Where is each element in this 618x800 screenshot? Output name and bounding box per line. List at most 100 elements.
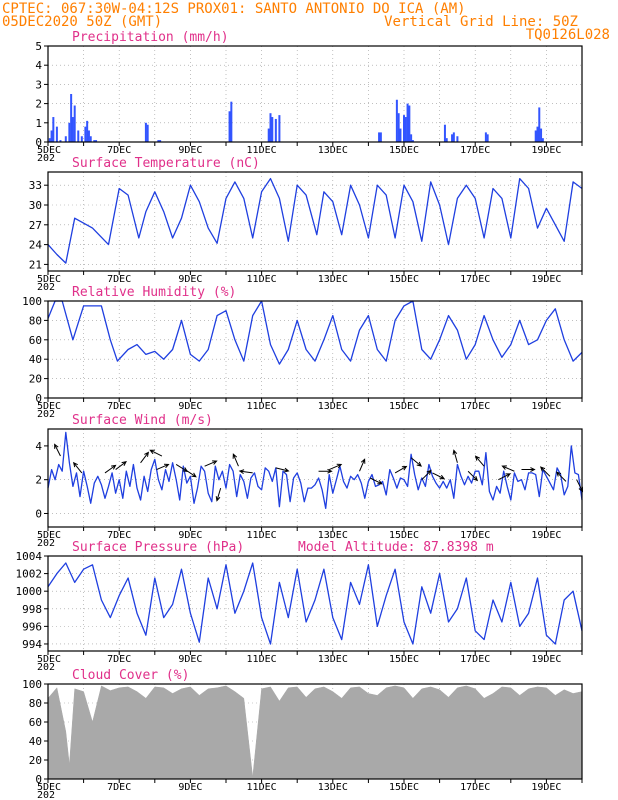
header-vertical-grid-line: Vertical Grid Line: 50Z [384, 14, 578, 30]
wind-direction-arrow [238, 469, 253, 475]
precipitation-bar [59, 140, 62, 142]
temperature-plot-area [48, 172, 582, 271]
temperature-x-label: 19DEC [531, 274, 561, 285]
precipitation-y-tick-label: 2 [35, 98, 42, 111]
precipitation-bar [146, 124, 149, 142]
precipitation-bar [86, 120, 89, 142]
precipitation-bar [456, 136, 459, 142]
cloud-cover-y-tick-label: 0 [35, 773, 42, 786]
precipitation-bar [451, 134, 454, 142]
precipitation-x-label: 19DEC [531, 145, 561, 156]
precipitation-bar [48, 138, 51, 142]
wind-frame [47, 428, 583, 528]
precipitation-bar [445, 138, 448, 142]
cloud-cover-title: Cloud Cover (%) [72, 668, 189, 683]
wind-plot-area [48, 429, 582, 527]
precipitation-x-label: 15DEC [389, 145, 419, 156]
precipitation-y-tick-label: 0 [35, 136, 42, 149]
wind-x-label: 7DEC [107, 530, 131, 541]
precipitation-bar [452, 132, 455, 142]
wind-x-label: 19DEC [531, 530, 561, 541]
temperature-title: Surface Temperature (nC) [72, 156, 260, 171]
pressure-x-label: 13DEC [318, 654, 348, 665]
precipitation-bar [95, 140, 98, 142]
pressure-annotation: Model Altitude: 87.8398 m [298, 540, 494, 555]
precipitation-x-label: 11DEC [247, 145, 277, 156]
wind-title: Surface Wind (m/s) [72, 413, 213, 428]
pressure-y-tick-label: 998 [22, 603, 42, 616]
wind-direction-arrow [329, 463, 343, 471]
precipitation-x-label: 13DEC [318, 145, 348, 156]
precipitation-bar [484, 132, 487, 142]
wind-direction-arrow [452, 449, 458, 463]
cloud-cover-x-label: 15DEC [389, 782, 419, 793]
cloud-cover-y-tick-label: 80 [29, 697, 42, 710]
precipitation-bar [70, 94, 73, 142]
precipitation-bar [52, 117, 55, 142]
wind-x-label: 13DEC [318, 530, 348, 541]
wind-x-label: 9DEC [178, 530, 202, 541]
precipitation-bar [399, 128, 402, 142]
wind-direction-arrow [156, 463, 170, 471]
cloud-cover-x-label-first: 5DEC [37, 782, 61, 793]
cloud-cover-area [47, 685, 583, 780]
precipitation-frame [47, 45, 583, 143]
temperature-x-label: 7DEC [107, 274, 131, 285]
precipitation-bar [443, 124, 446, 142]
humidity-x-label: 19DEC [531, 401, 561, 412]
humidity-y-tick-label: 20 [29, 373, 42, 386]
precipitation-bar [486, 134, 489, 142]
cloud-cover-x-label: 19DEC [531, 782, 561, 793]
temperature-x-label-year: 202 [37, 282, 55, 293]
humidity-y-tick-label: 80 [29, 314, 42, 327]
wind-direction-arrow [204, 460, 218, 467]
humidity-x-label: 17DEC [460, 401, 490, 412]
wind-y-tick-label: 2 [35, 474, 42, 487]
cloud-cover-y-tick-label: 60 [29, 716, 42, 729]
temperature-series-line [47, 177, 583, 264]
precipitation-x-label: 17DEC [460, 145, 490, 156]
precipitation-bar [50, 130, 53, 142]
precipitation-bar [403, 115, 405, 142]
humidity-y-tick-label: 60 [29, 334, 42, 347]
temperature-y-tick-label: 24 [29, 239, 43, 252]
precipitation-bar [89, 136, 92, 142]
precipitation-bar [80, 136, 83, 142]
precipitation-y-tick-label: 3 [35, 78, 42, 91]
wind-direction-arrow [184, 469, 197, 478]
pressure-x-label: 9DEC [178, 654, 202, 665]
wind-direction-arrow [359, 458, 366, 472]
precipitation-bar [159, 140, 162, 142]
precipitation-bar [540, 128, 543, 142]
wind-direction-arrow [149, 449, 163, 457]
pressure-x-label-year: 202 [37, 662, 55, 673]
cloud-cover-y-tick-label: 40 [29, 735, 42, 748]
pressure-x-label: 15DEC [389, 654, 419, 665]
wind-direction-arrow [498, 473, 511, 481]
wind-direction-arrow [432, 472, 446, 480]
wind-y-tick-label: 0 [35, 507, 42, 520]
wind-panel: 0 2 4 5DEC202 7DEC 9DEC 11DEC 13DEC 15DEC 17DEC 19… [35, 413, 583, 549]
wind-x-label: 15DEC [389, 530, 419, 541]
wind-direction-arrow [318, 468, 333, 474]
cloud-cover-x-label: 7DEC [107, 782, 131, 793]
pressure-x-label: 19DEC [531, 654, 561, 665]
precipitation-bar [157, 140, 160, 142]
temperature-x-label: 11DEC [247, 274, 277, 285]
precipitation-bar [228, 111, 231, 142]
pressure-y-tick-label: 1004 [16, 550, 43, 563]
precipitation-bar [84, 126, 87, 142]
cloud-cover-panel: 0 20 40 60 80 100 5DEC202 7DEC 9DEC 11DEC 13DEC 15D… [22, 668, 583, 800]
wind-series-line [47, 431, 583, 510]
wind-direction-arrow [140, 451, 150, 464]
wind-direction-arrow [104, 464, 117, 474]
humidity-x-label: 9DEC [178, 401, 202, 412]
pressure-frame [47, 555, 583, 652]
pressure-y-tick-label: 1000 [16, 585, 43, 598]
precipitation-x-label-first: 5DEC [37, 145, 61, 156]
precipitation-bar [411, 140, 414, 142]
wind-direction-arrow [115, 461, 127, 470]
cloud-cover-frame [47, 683, 583, 780]
precipitation-bar [87, 130, 90, 142]
